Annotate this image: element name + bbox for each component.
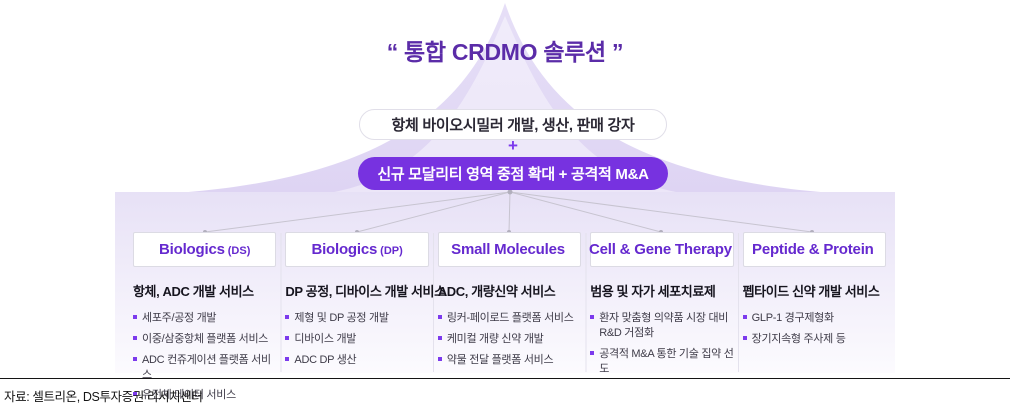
category-subtitle: 항체, ADC 개발 서비스 bbox=[133, 284, 254, 299]
service-item: 케미컬 개량 신약 개발 bbox=[437, 332, 581, 347]
category-header-label: Peptide & Protein bbox=[752, 241, 874, 258]
service-item-label: ADC DP 생산 bbox=[294, 353, 357, 366]
connector-lines bbox=[204, 191, 813, 233]
service-item-label: ADC 컨쥬게이션 플랫폼 서비스 bbox=[142, 353, 271, 381]
service-item-label: 디바이스 개발 bbox=[294, 332, 357, 345]
category-columns: Biologics (DS) 항체, ADC 개발 서비스 세포주/공정 개발 … bbox=[133, 232, 887, 409]
bullet-icon bbox=[590, 350, 595, 355]
category-subtitle: 범용 및 자가 세포치료제 bbox=[590, 284, 716, 299]
bullet-icon bbox=[133, 335, 137, 340]
service-item-label: 세포주/공정 개발 bbox=[142, 312, 217, 324]
bullet-icon bbox=[742, 315, 747, 319]
bullet-icon bbox=[437, 356, 442, 361]
category-column-biologics-dp: Biologics (DP) DP 공정, 디바이스 개발 서비스 제형 및 D… bbox=[285, 232, 446, 409]
service-item-label: 이중/삼중항체 플랫폼 서비스 bbox=[142, 332, 269, 345]
bullet-icon bbox=[133, 392, 137, 397]
bullet-icon bbox=[133, 315, 137, 319]
service-item: 유전체 데이터 서비스 bbox=[133, 388, 276, 403]
gradient-band bbox=[115, 192, 895, 373]
bullet-icon bbox=[437, 315, 442, 319]
bullet-icon bbox=[285, 335, 290, 340]
category-column-cell-gene-therapy: Cell & Gene Therapy 범용 및 자가 세포치료제 환자 맞춤형… bbox=[588, 232, 734, 409]
service-item: 장기지속형 주사제 등 bbox=[742, 332, 886, 347]
category-subtitle: ADC, 개량신약 서비스 bbox=[437, 284, 556, 299]
service-list: 제형 및 DP 공정 개발 디바이스 개발 ADC DP 생산 bbox=[285, 311, 428, 368]
service-item: 공격적 M&A 통한 기술 집약 선도 bbox=[590, 347, 734, 377]
category-header: Biologics (DS) bbox=[133, 232, 277, 267]
service-item-label: 공격적 M&A 통한 기술 집약 선도 bbox=[599, 347, 734, 375]
category-header: Peptide & Protein bbox=[742, 232, 887, 267]
service-list: 환자 맞춤형 의약품 시장 대비 R&D 거점화 공격적 M&A 통한 기술 집… bbox=[590, 311, 734, 377]
bullet-icon bbox=[285, 356, 290, 361]
category-header-label: Biologics bbox=[159, 241, 225, 258]
category-subtitle: 펩타이드 신약 개발 서비스 bbox=[742, 284, 880, 299]
category-header-suffix: (DS) bbox=[227, 244, 251, 257]
service-item-label: GLP-1 경구제형화 bbox=[751, 312, 834, 324]
bullet-icon bbox=[437, 335, 442, 340]
bullet-icon bbox=[590, 315, 595, 319]
category-header-label: Small Molecules bbox=[451, 241, 565, 258]
category-column-small-molecules: Small Molecules ADC, 개량신약 서비스 링커-페이로드 플랫… bbox=[437, 232, 582, 409]
category-header: Biologics (DP) bbox=[285, 232, 429, 267]
funnel-plume bbox=[115, 3, 895, 196]
strategy-pill: 신규 모달리티 영역 중점 확대 + 공격적 M&A bbox=[358, 157, 668, 190]
bullet-icon bbox=[285, 315, 290, 319]
service-list: 세포주/공정 개발 이중/삼중항체 플랫폼 서비스 ADC 컨쥬게이션 플랫폼 … bbox=[133, 311, 276, 403]
column-dividers bbox=[280, 233, 739, 372]
service-item-label: 환자 맞춤형 의약품 시장 대비 R&D 거점화 bbox=[599, 312, 729, 339]
category-header: Small Molecules bbox=[437, 232, 582, 267]
strength-pill: 항체 바이오시밀러 개발, 생산, 판매 강자 bbox=[359, 109, 667, 140]
source-note: 자료: 셀트리온, DS투자증권 리서치센터 bbox=[4, 390, 203, 404]
bullet-icon bbox=[742, 335, 747, 340]
category-subtitle: DP 공정, 디바이스 개발 서비스 bbox=[285, 284, 446, 299]
category-header-label: Cell & Gene Therapy bbox=[588, 241, 732, 258]
service-item: 제형 및 DP 공정 개발 bbox=[285, 311, 428, 326]
service-item: 디바이스 개발 bbox=[285, 332, 428, 347]
service-item: GLP-1 경구제형화 bbox=[742, 311, 886, 326]
service-item: 세포주/공정 개발 bbox=[133, 311, 276, 326]
service-item-label: 장기지속형 주사제 등 bbox=[751, 332, 846, 345]
service-item: 환자 맞춤형 의약품 시장 대비 R&D 거점화 bbox=[590, 311, 733, 341]
category-column-biologics-ds: Biologics (DS) 항체, ADC 개발 서비스 세포주/공정 개발 … bbox=[133, 232, 277, 409]
service-item-label: 링커-페이로드 플랫폼 서비스 bbox=[446, 312, 574, 324]
category-header-suffix: (DP) bbox=[380, 244, 403, 257]
bullet-icon bbox=[133, 356, 137, 361]
service-item: 약물 전달 플랫폼 서비스 bbox=[437, 353, 581, 368]
diagram-title: “ 통합 CRDMO 솔루션 ” bbox=[386, 39, 624, 65]
service-item-label: 약물 전달 플랫폼 서비스 bbox=[446, 353, 554, 366]
service-list: GLP-1 경구제형화 장기지속형 주사제 등 bbox=[742, 311, 886, 347]
service-item-label: 제형 및 DP 공정 개발 bbox=[294, 312, 389, 324]
service-item: ADC 컨쥬게이션 플랫폼 서비스 bbox=[133, 353, 276, 383]
category-column-peptide-protein: Peptide & Protein 펩타이드 신약 개발 서비스 GLP-1 경… bbox=[742, 232, 887, 409]
source-divider bbox=[0, 378, 1010, 379]
service-item: ADC DP 생산 bbox=[285, 353, 428, 368]
service-item-label: 유전체 데이터 서비스 bbox=[142, 389, 236, 402]
service-item: 이중/삼중항체 플랫폼 서비스 bbox=[133, 332, 276, 347]
category-header-label: Biologics bbox=[311, 241, 378, 258]
service-list: 링커-페이로드 플랫폼 서비스 케미컬 개량 신약 개발 약물 전달 플랫폼 서… bbox=[437, 311, 581, 368]
plus-sign: + bbox=[508, 136, 518, 155]
service-item-label: 케미컬 개량 신약 개발 bbox=[446, 332, 544, 345]
service-item: 링커-페이로드 플랫폼 서비스 bbox=[437, 311, 581, 326]
category-header: Cell & Gene Therapy bbox=[588, 232, 734, 267]
